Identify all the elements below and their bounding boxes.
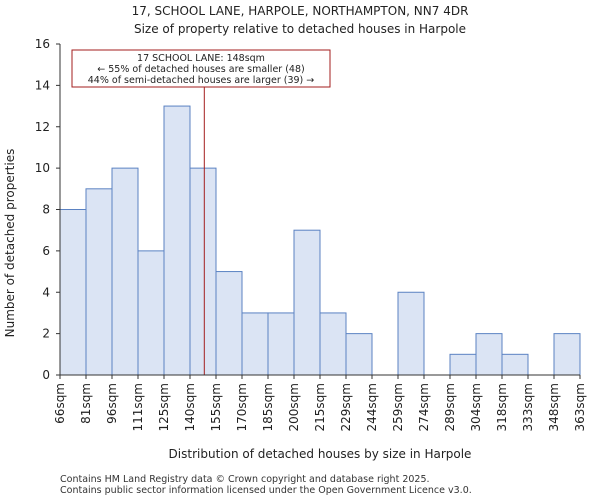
bar-304sqm bbox=[475, 333, 503, 376]
bar-170sqm bbox=[241, 312, 269, 376]
bar-200sqm bbox=[293, 229, 321, 376]
y-tick-label-12: 12 bbox=[35, 120, 50, 134]
y-tick-label-16: 16 bbox=[35, 37, 50, 51]
y-axis-label: Number of detached properties bbox=[3, 149, 17, 338]
x-tick-label-274sqm: 274sqm bbox=[417, 383, 431, 431]
x-tick-label-111sqm: 111sqm bbox=[131, 383, 145, 431]
y-tick-label-8: 8 bbox=[42, 203, 50, 217]
y-tick-label-2: 2 bbox=[42, 327, 50, 341]
footer-line-1: Contains HM Land Registry data © Crown c… bbox=[60, 474, 430, 485]
footer-line-2: Contains public sector information licen… bbox=[60, 485, 472, 496]
bar-96sqm bbox=[111, 167, 139, 376]
y-tick-label-6: 6 bbox=[42, 244, 50, 258]
bar-140sqm bbox=[189, 167, 217, 376]
bar-111sqm bbox=[137, 250, 165, 376]
annotation-line-3: 44% of semi-detached houses are larger (… bbox=[88, 75, 315, 86]
bar-66sqm bbox=[59, 209, 87, 376]
bar-259sqm bbox=[397, 291, 425, 376]
y-tick-label-10: 10 bbox=[35, 161, 50, 175]
y-ticks-group: 0 2 4 6 8 10 12 14 16 bbox=[35, 37, 60, 382]
x-tick-label-363sqm: 363sqm bbox=[573, 383, 587, 431]
bar-289sqm bbox=[449, 353, 477, 376]
x-tick-label-333sqm: 333sqm bbox=[521, 383, 535, 431]
bar-125sqm bbox=[163, 105, 191, 376]
x-tick-label-215sqm: 215sqm bbox=[313, 383, 327, 431]
x-tick-label-66sqm: 66sqm bbox=[53, 383, 67, 424]
x-tick-label-155sqm: 155sqm bbox=[209, 383, 223, 431]
x-tick-label-81sqm: 81sqm bbox=[79, 383, 93, 424]
x-tick-label-318sqm: 318sqm bbox=[495, 383, 509, 431]
x-tick-label-200sqm: 200sqm bbox=[287, 383, 301, 431]
x-tick-label-229sqm: 229sqm bbox=[339, 383, 353, 431]
y-tick-label-0: 0 bbox=[42, 368, 50, 382]
bar-185sqm bbox=[267, 312, 295, 376]
x-tick-label-289sqm: 289sqm bbox=[443, 383, 457, 431]
x-axis-label: Distribution of detached houses by size … bbox=[169, 447, 472, 461]
x-tick-label-185sqm: 185sqm bbox=[261, 383, 275, 431]
annotation-box: 17 SCHOOL LANE: 148sqm ← 55% of detached… bbox=[71, 49, 331, 88]
y-tick-label-4: 4 bbox=[42, 285, 50, 299]
bar-229sqm bbox=[345, 333, 373, 376]
annotation-line-1: 17 SCHOOL LANE: 148sqm bbox=[137, 53, 265, 64]
x-tick-label-259sqm: 259sqm bbox=[391, 383, 405, 431]
bar-81sqm bbox=[85, 188, 113, 376]
bar-318sqm bbox=[501, 353, 529, 376]
chart-title: 17, SCHOOL LANE, HARPOLE, NORTHAMPTON, N… bbox=[131, 4, 469, 18]
bar-215sqm bbox=[319, 312, 347, 376]
y-tick-label-14: 14 bbox=[35, 78, 50, 92]
x-tick-label-304sqm: 304sqm bbox=[469, 383, 483, 431]
x-tick-label-125sqm: 125sqm bbox=[157, 383, 171, 431]
annotation-border bbox=[71, 49, 331, 88]
bar-348sqm bbox=[553, 333, 581, 376]
x-tick-label-140sqm: 140sqm bbox=[183, 383, 197, 431]
x-tick-label-170sqm: 170sqm bbox=[235, 383, 249, 431]
annotation-line-2: ← 55% of detached houses are smaller (48… bbox=[97, 64, 304, 75]
bar-155sqm bbox=[215, 271, 243, 376]
chart-subtitle: Size of property relative to detached ho… bbox=[133, 22, 467, 36]
bars-group bbox=[59, 105, 581, 376]
x-tick-label-96sqm: 96sqm bbox=[105, 383, 119, 424]
x-tick-label-244sqm: 244sqm bbox=[365, 383, 379, 431]
x-tick-label-348sqm: 348sqm bbox=[547, 383, 561, 431]
x-ticks-group: 66sqm 81sqm 96sqm 111sqm 125sqm 140sqm 155sqm 1… bbox=[53, 375, 587, 431]
